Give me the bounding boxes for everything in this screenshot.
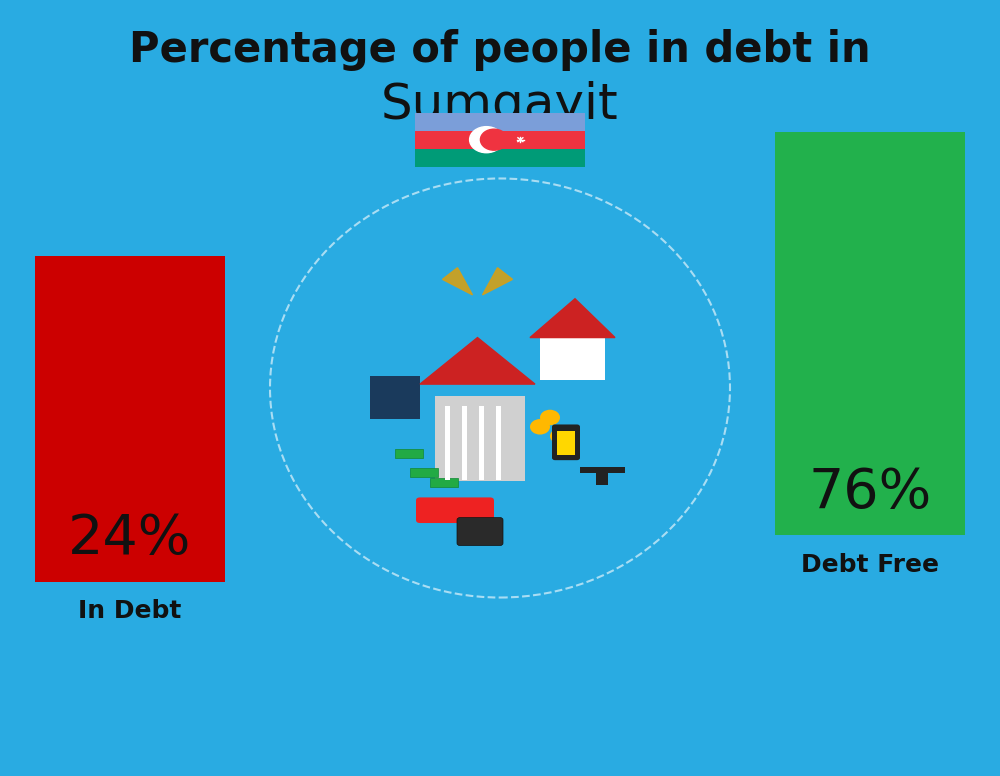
Polygon shape (530, 299, 615, 338)
Circle shape (480, 129, 507, 151)
Bar (479, 406, 484, 480)
Text: Debt Free: Debt Free (801, 553, 939, 577)
Bar (580, 467, 625, 473)
Text: 24%: 24% (68, 512, 192, 566)
Bar (395, 449, 423, 458)
FancyBboxPatch shape (552, 424, 580, 460)
Bar (415, 113, 585, 130)
Circle shape (470, 126, 503, 153)
Bar (35, 256, 225, 582)
Bar (415, 130, 585, 149)
Circle shape (550, 428, 570, 444)
Bar (435, 396, 525, 481)
Bar (496, 406, 501, 480)
FancyBboxPatch shape (457, 518, 503, 546)
FancyBboxPatch shape (416, 497, 494, 523)
Bar (370, 376, 420, 419)
Bar (415, 149, 585, 167)
Bar (540, 338, 605, 380)
Bar (596, 471, 608, 485)
Bar (557, 431, 575, 455)
Text: 76%: 76% (808, 466, 932, 520)
Bar (462, 406, 467, 480)
Text: Sumqayit: Sumqayit (381, 81, 619, 129)
Polygon shape (420, 338, 535, 384)
Text: Percentage of people in debt in: Percentage of people in debt in (129, 29, 871, 71)
Bar (430, 478, 458, 487)
Circle shape (540, 410, 560, 425)
Circle shape (530, 419, 550, 435)
Polygon shape (443, 268, 473, 295)
Polygon shape (482, 268, 512, 295)
Bar (410, 468, 438, 477)
Bar (445, 406, 450, 480)
Bar (775, 132, 965, 535)
Text: In Debt: In Debt (78, 600, 182, 623)
